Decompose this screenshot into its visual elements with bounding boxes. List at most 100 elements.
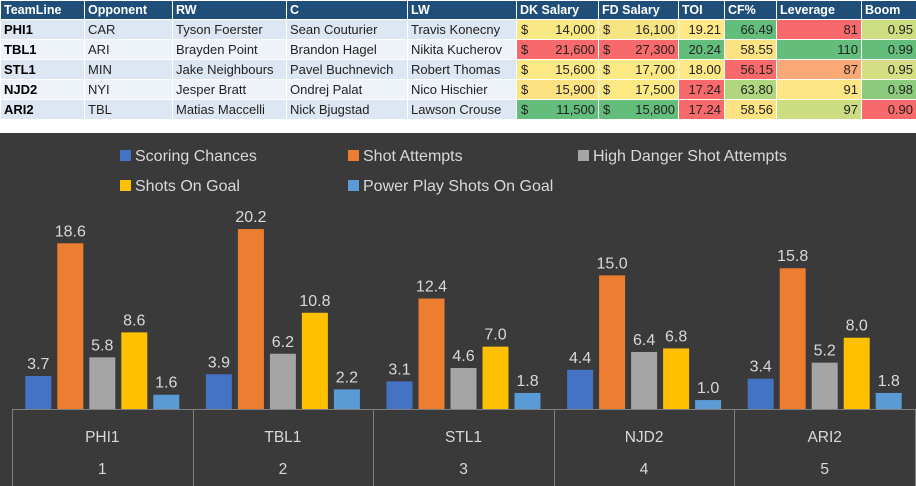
row-fd-salary: $16,100 [598, 19, 679, 40]
row-boom: 0.95 [861, 59, 916, 80]
row-fd-salary: $27,300 [598, 39, 679, 60]
bar [333, 389, 360, 409]
table-row: PHI1 CAR Tyson Foerster Sean Couturier Travi… [0, 19, 916, 40]
chart-canvas: Scoring Chances Shot Attempts High Danger … [12, 148, 916, 486]
row-opponent: ARI [84, 39, 173, 60]
header-toi: TOI [678, 0, 725, 20]
row-dk-salary: $15,900 [516, 79, 599, 100]
currency-symbol: $ [603, 102, 611, 117]
currency-symbol: $ [603, 82, 611, 97]
row-boom: 0.95 [861, 19, 916, 40]
header-opponent: Opponent [84, 0, 173, 20]
row-dk-salary: $14,000 [516, 19, 599, 40]
row-fd-salary: $17,500 [598, 79, 679, 100]
bar-value-label: 3.7 [27, 356, 49, 373]
row-toi: 20.24 [678, 39, 725, 60]
legend-label: High Danger Shot Attempts [593, 148, 787, 165]
currency-symbol: $ [603, 42, 611, 57]
row-rw: Matias Maccelli [172, 99, 287, 120]
row-cf-pct: 56.15 [724, 59, 777, 80]
header-rw: RW [172, 0, 287, 20]
bar-value-label: 5.8 [91, 337, 113, 354]
salary-value: 15,800 [635, 102, 675, 117]
row-toi: 17.24 [678, 99, 725, 120]
table-row: NJD2 NYI Jesper Bratt Ondrej Palat Nico Hisc… [0, 79, 916, 100]
header-lw: LW [407, 0, 517, 20]
row-toi: 18.00 [678, 59, 725, 80]
row-lw: Travis Konecny [407, 19, 517, 40]
salary-value: 11,500 [556, 102, 595, 117]
bar-value-label: 4.4 [569, 350, 591, 367]
salary-value: 15,900 [555, 82, 595, 97]
row-leverage: 81 [776, 19, 862, 40]
bar [269, 353, 296, 409]
bar-value-label: 8.0 [846, 318, 868, 335]
category-label: NJD2 [625, 429, 664, 446]
category-index-label: 3 [459, 461, 468, 478]
bar [418, 298, 445, 409]
row-c: Nick Bjugstad [286, 99, 408, 120]
bar-value-label: 12.4 [416, 279, 447, 296]
row-rw: Brayden Point [172, 39, 287, 60]
bar-value-label: 6.2 [272, 334, 294, 351]
currency-symbol: $ [603, 22, 611, 37]
bar [843, 337, 870, 409]
legend-label: Shot Attempts [363, 148, 463, 165]
row-lw: Nico Hischier [407, 79, 517, 100]
header-dk-salary: DK Salary [516, 0, 599, 20]
legend-item: Power Play Shots On Goal [348, 178, 553, 195]
bar [663, 348, 690, 409]
bar-value-label: 5.2 [814, 343, 836, 360]
bar-value-label: 1.8 [878, 373, 900, 390]
row-rw: Jesper Bratt [172, 79, 287, 100]
row-boom: 0.90 [861, 99, 916, 120]
bar [482, 346, 509, 409]
row-teamline: ARI2 [0, 99, 85, 120]
legend-swatch [120, 150, 131, 161]
row-leverage: 110 [776, 39, 862, 60]
currency-symbol: $ [521, 62, 529, 77]
row-dk-salary: $15,600 [516, 59, 599, 80]
bar [89, 357, 116, 409]
bar-value-label: 6.4 [633, 332, 655, 349]
bar-value-label: 6.8 [665, 328, 687, 345]
row-cf-pct: 66.49 [724, 19, 777, 40]
bar [779, 268, 806, 409]
bar-value-label: 1.6 [155, 375, 177, 392]
row-rw: Jake Neighbours [172, 59, 287, 80]
salary-value: 15,600 [555, 62, 595, 77]
row-teamline: TBL1 [0, 39, 85, 60]
bar [695, 400, 722, 409]
row-opponent: NYI [84, 79, 173, 100]
row-opponent: MIN [84, 59, 173, 80]
category-index-label: 2 [279, 461, 288, 478]
legend-label: Shots On Goal [135, 178, 240, 195]
row-leverage: 87 [776, 59, 862, 80]
legend-item: Scoring Chances [120, 148, 257, 165]
legend-item: Shots On Goal [120, 178, 240, 195]
salary-value: 17,500 [635, 82, 675, 97]
lines-table: TeamLine Opponent RW C LW DK Salary FD S… [0, 0, 916, 120]
category-index-label: 5 [820, 461, 829, 478]
row-leverage: 91 [776, 79, 862, 100]
row-opponent: TBL [84, 99, 173, 120]
header-cf-pct: CF% [724, 0, 777, 20]
legend-swatch [120, 180, 131, 191]
category-label: STL1 [445, 429, 482, 446]
row-boom: 0.99 [861, 39, 916, 60]
row-rw: Tyson Foerster [172, 19, 287, 40]
bar [811, 362, 838, 409]
row-lw: Robert Thomas [407, 59, 517, 80]
row-toi: 17.24 [678, 79, 725, 100]
bar-value-label: 1.8 [516, 373, 538, 390]
category-index-label: 4 [640, 461, 649, 478]
bar-value-label: 3.4 [750, 359, 772, 376]
bar [237, 229, 264, 409]
header-c: C [286, 0, 408, 20]
category-label: TBL1 [264, 429, 301, 446]
row-dk-salary: $11,500 [516, 99, 599, 120]
row-c: Brandon Hagel [286, 39, 408, 60]
bar [567, 369, 594, 409]
row-fd-salary: $17,700 [598, 59, 679, 80]
